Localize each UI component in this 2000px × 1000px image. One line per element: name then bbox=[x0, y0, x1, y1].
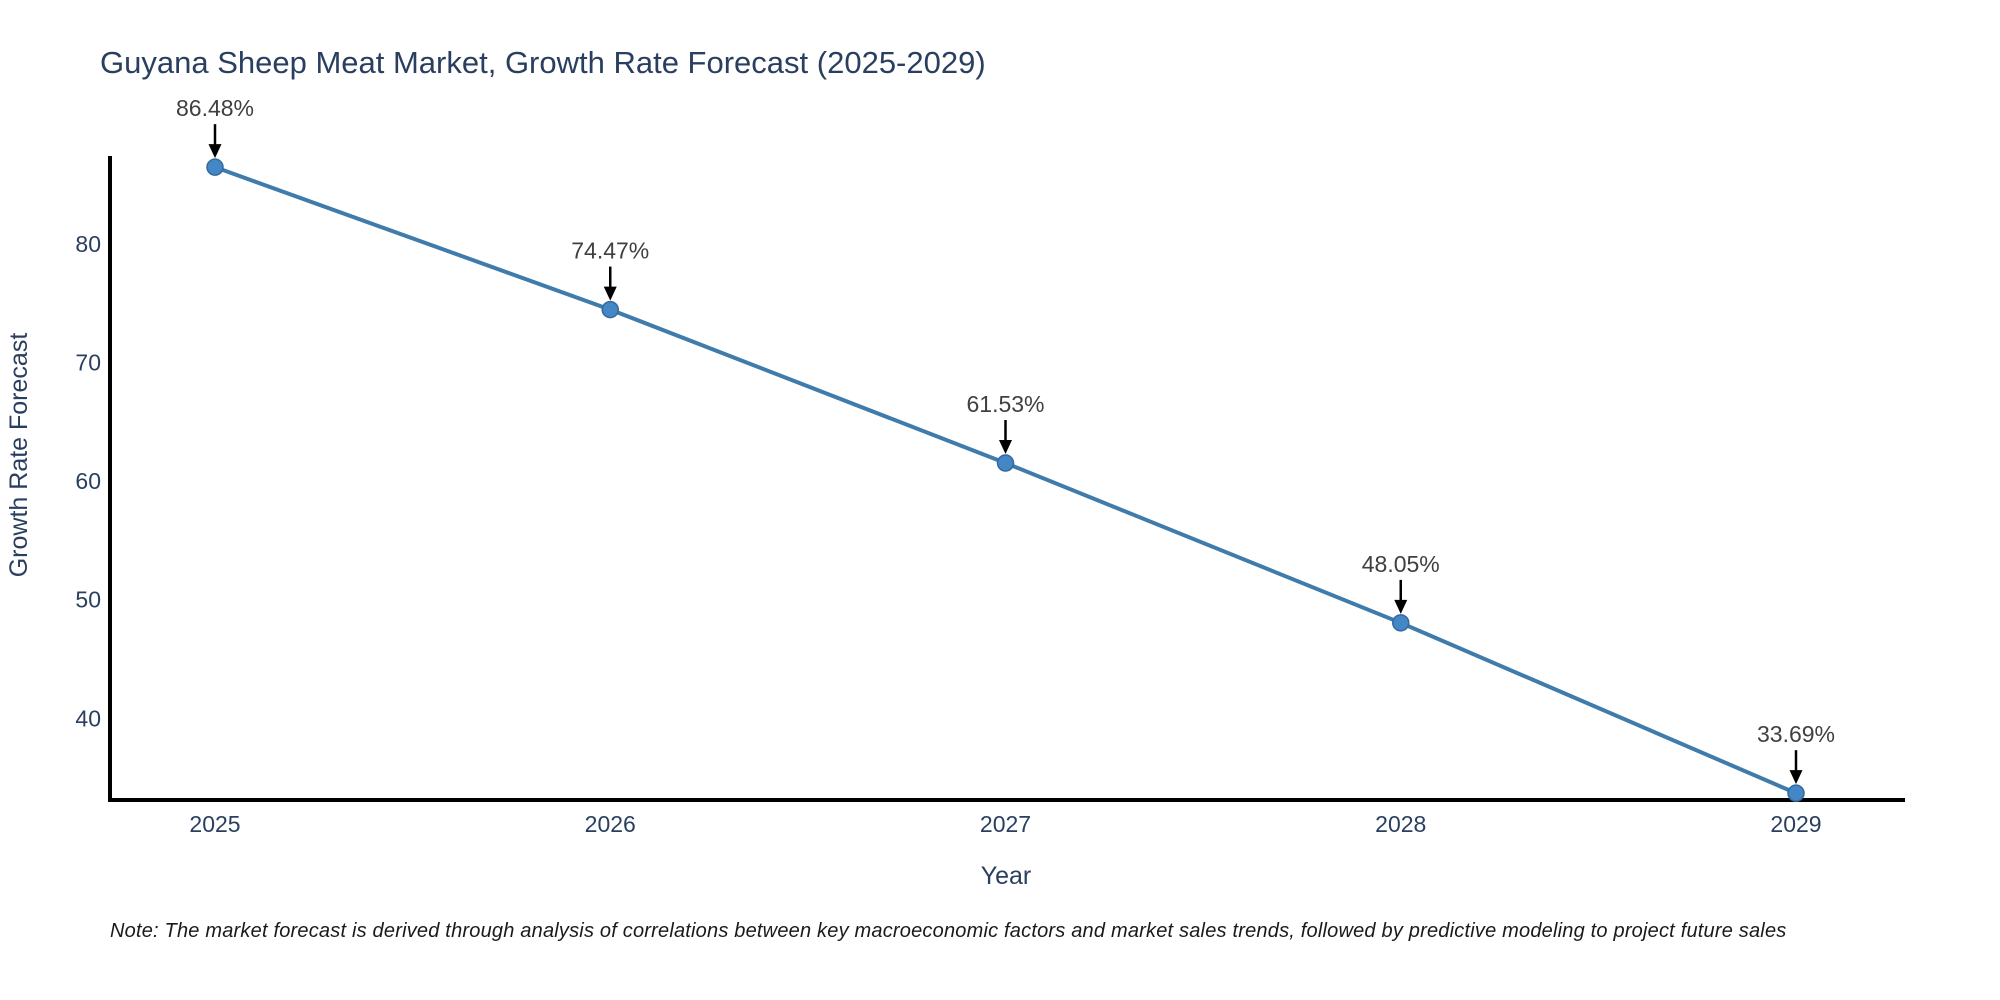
x-axis-title: Year bbox=[981, 862, 1032, 890]
y-tick-label: 80 bbox=[75, 231, 101, 257]
point-annotations: 86.48% 74.47% 61.53% 48.05% 33.69% bbox=[176, 95, 1835, 785]
y-tick-label: 70 bbox=[75, 350, 101, 376]
y-tick-labels: 40 50 60 70 80 bbox=[75, 231, 101, 731]
point-annotation: 74.47% bbox=[571, 238, 649, 301]
annotation-arrow-head bbox=[208, 144, 222, 159]
data-point-marker bbox=[206, 158, 224, 176]
point-annotation: 61.53% bbox=[966, 391, 1045, 455]
data-point-marker bbox=[1787, 784, 1805, 802]
point-annotation: 33.69% bbox=[1757, 721, 1835, 785]
y-axis-title: Growth Rate Forecast bbox=[5, 333, 33, 578]
x-tick-label: 2028 bbox=[1375, 811, 1426, 837]
annotation-arrow-head bbox=[603, 286, 617, 301]
point-annotation-label: 33.69% bbox=[1757, 721, 1835, 747]
data-point-markers bbox=[206, 158, 1805, 802]
annotation-arrow-head bbox=[999, 440, 1012, 455]
point-annotation-label: 48.05% bbox=[1362, 551, 1440, 577]
point-annotation-label: 74.47% bbox=[571, 238, 649, 264]
y-tick-label: 50 bbox=[75, 587, 101, 613]
footnote: Note: The market forecast is derived thr… bbox=[110, 920, 1787, 942]
data-line bbox=[213, 165, 1798, 796]
data-point-marker bbox=[1392, 614, 1410, 632]
chart-title: Guyana Sheep Meat Market, Growth Rate Fo… bbox=[100, 45, 986, 80]
data-point-marker bbox=[996, 454, 1015, 472]
point-annotation: 48.05% bbox=[1362, 551, 1440, 614]
point-annotation-label: 61.53% bbox=[966, 391, 1044, 417]
annotation-arrow-head bbox=[1394, 599, 1408, 614]
x-tick-labels: 2025 2026 2027 2028 2029 bbox=[189, 811, 1821, 837]
y-tick-label: 40 bbox=[75, 705, 101, 731]
data-point-marker bbox=[601, 300, 619, 319]
annotation-arrow-head bbox=[1789, 770, 1803, 785]
point-annotation-label: 86.48% bbox=[176, 95, 254, 121]
x-tick-label: 2025 bbox=[189, 811, 240, 837]
y-tick-label: 60 bbox=[75, 468, 101, 494]
x-tick-label: 2027 bbox=[980, 811, 1031, 837]
x-tick-label: 2026 bbox=[585, 811, 636, 837]
point-annotation: 86.48% bbox=[176, 95, 254, 159]
x-tick-label: 2029 bbox=[1770, 811, 1821, 837]
axes bbox=[108, 156, 1905, 802]
